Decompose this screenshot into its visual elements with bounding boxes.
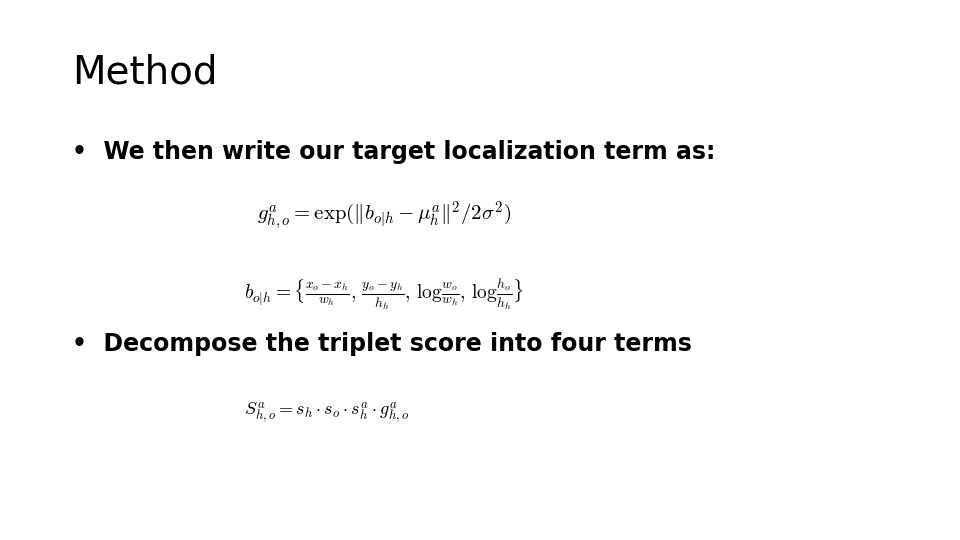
Text: $g^{a}_{h,o} = \mathrm{exp}(\|b_{o|h} - \mu^{a}_{h}\|^2/2\sigma^2)$: $g^{a}_{h,o} = \mathrm{exp}(\|b_{o|h} - … <box>257 200 511 232</box>
Text: $S^{a}_{h,o} = s_h \cdot s_o \cdot s^{a}_{h} \cdot g^{a}_{h,o}$: $S^{a}_{h,o} = s_h \cdot s_o \cdot s^{a}… <box>244 401 409 426</box>
Text: Method: Method <box>72 54 218 92</box>
Text: •  Decompose the triplet score into four terms: • Decompose the triplet score into four … <box>72 332 692 356</box>
Text: $b_{o|h} = \{\frac{x_o - x_h}{w_h},\, \frac{y_o - y_h}{h_h},\, \mathrm{log}\frac: $b_{o|h} = \{\frac{x_o - x_h}{w_h},\, \f… <box>244 276 524 312</box>
Text: •  We then write our target localization term as:: • We then write our target localization … <box>72 140 715 164</box>
